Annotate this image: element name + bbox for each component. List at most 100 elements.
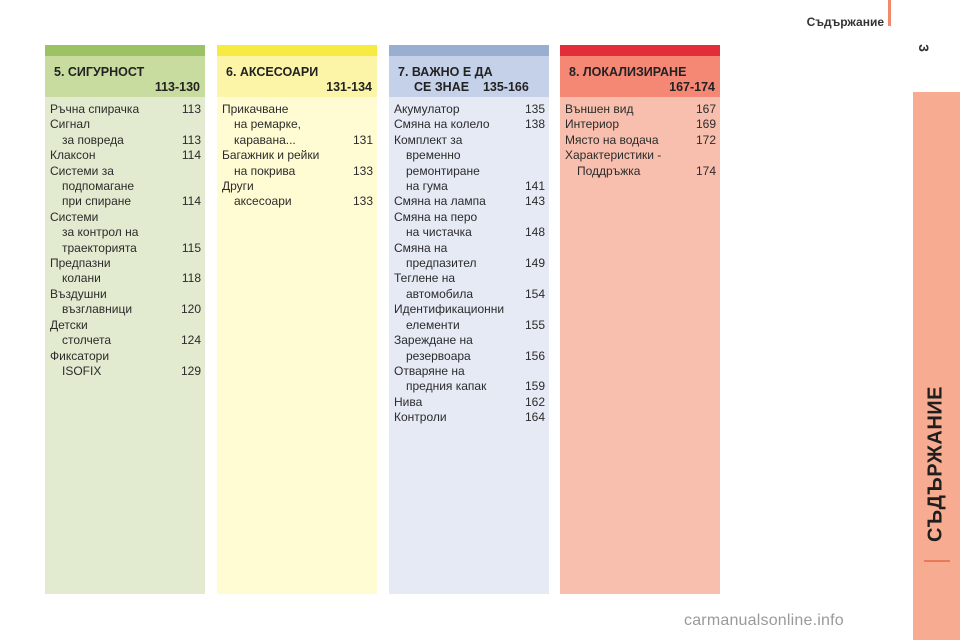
toc-entry[interactable]: при спиране 114 [50, 194, 201, 209]
section-column-accessories: 6. АКСЕСОАРИ 131-134 Прикачване на ремарк… [217, 45, 377, 594]
toc-entry[interactable]: ISOFIX 129 [50, 364, 201, 379]
toc-entry-text: Теглене на [394, 271, 456, 286]
column-title: 5. СИГУРНОСТ [54, 65, 145, 79]
toc-entry[interactable]: временно [394, 148, 545, 163]
toc-entry[interactable]: предпазител 149 [394, 256, 545, 271]
toc-entry[interactable]: Смяна на [394, 241, 545, 256]
side-tab-label: СЪДЪРЖАНИЕ [924, 386, 947, 542]
toc-entry[interactable]: Интериор 169 [565, 117, 716, 132]
toc-page-number: 156 [524, 348, 545, 363]
toc-page-number: 162 [524, 394, 545, 409]
toc-entry[interactable]: Характеристики - [565, 148, 716, 163]
toc-entry[interactable]: Други [222, 179, 373, 194]
toc-entry[interactable]: Детски [50, 318, 201, 333]
toc-entry[interactable]: за повреда 113 [50, 133, 201, 148]
toc-entry[interactable]: Идентификационни [394, 302, 545, 317]
toc-entry[interactable]: Смяна на лампа 143 [394, 194, 545, 209]
column-title: 6. АКСЕСОАРИ [226, 65, 319, 79]
column-color-strip [45, 45, 205, 56]
toc-entry-text: на чистачка [406, 225, 472, 240]
toc-entry[interactable]: Прикачване [222, 102, 373, 117]
toc-entry-text: предния капак [406, 379, 487, 394]
toc-entry[interactable]: Нива 162 [394, 395, 545, 410]
toc-entry-text: Зареждане на [394, 333, 473, 348]
toc-entry[interactable]: възглавници 120 [50, 302, 201, 317]
column-color-strip [217, 45, 377, 56]
toc-page-number: 174 [695, 163, 716, 178]
toc-page-number: 135 [524, 102, 545, 116]
toc-entry[interactable]: на покрива 133 [222, 164, 373, 179]
toc-entry[interactable]: подпомагане [50, 179, 201, 194]
toc-entry[interactable]: ремонтиране [394, 164, 545, 179]
toc-entry[interactable]: резервоара 156 [394, 349, 545, 364]
toc-entry-text: Смяна на [394, 240, 448, 255]
toc-entry-text: резервоара [406, 348, 471, 363]
toc-entry[interactable]: Комплект за [394, 133, 545, 148]
toc-entry[interactable]: колани 118 [50, 271, 201, 286]
toc-entry[interactable]: Клаксон 114 [50, 148, 201, 163]
toc-entry-text: колани [62, 271, 101, 286]
toc-entry[interactable]: Въздушни [50, 287, 201, 302]
column-header[interactable]: 6. АКСЕСОАРИ 131-134 [217, 56, 377, 97]
toc-entry[interactable]: Сигнал [50, 117, 201, 132]
toc-page-number: 118 [181, 271, 201, 286]
toc-entry-text: Системи [50, 209, 99, 224]
toc-entry[interactable]: Теглене на [394, 271, 545, 286]
toc-entry[interactable]: на ремарке, [222, 117, 373, 132]
toc-entry[interactable]: Смяна на колело 138 [394, 117, 545, 132]
toc-entry-text: елементи [406, 317, 460, 332]
toc-entry[interactable]: Поддръжка 174 [565, 164, 716, 179]
toc-entry[interactable]: за контрол на [50, 225, 201, 240]
column-header[interactable]: 5. СИГУРНОСТ 113-130 [45, 56, 205, 97]
toc-entry-text: каравана... [234, 132, 296, 147]
toc-entry[interactable]: Място на водача 172 [565, 133, 716, 148]
toc-entry-text: Детски [50, 317, 88, 332]
toc-entry[interactable]: столчета 124 [50, 333, 201, 348]
toc-page-number: 113 [181, 132, 201, 147]
toc-entry[interactable]: автомобила 154 [394, 287, 545, 302]
toc-entry[interactable]: траекторията 115 [50, 241, 201, 256]
column-page-range: СЕ ЗНАЕ 135-166 [414, 80, 529, 94]
toc-entry-text: Клаксон [50, 148, 96, 163]
toc-entry-text: Въздушни [50, 286, 107, 301]
toc-entry[interactable]: Външен вид 167 [565, 102, 716, 117]
toc-entry-text: Място на водача [565, 132, 659, 147]
toc-entry[interactable]: Ръчна спирачка 113 [50, 102, 201, 117]
side-tab[interactable] [913, 92, 960, 640]
toc-entry[interactable]: Зареждане на [394, 333, 545, 348]
column-color-strip [389, 45, 549, 56]
toc-entry[interactable]: предния капак 159 [394, 379, 545, 394]
toc-entry[interactable]: Системи за [50, 164, 201, 179]
toc-entry[interactable]: аксесоари 133 [222, 194, 373, 209]
column-page-range: 131-134 [326, 80, 372, 94]
toc-entry[interactable]: Фиксатори [50, 349, 201, 364]
toc-entry-text: Акумулатор [394, 102, 460, 116]
toc-entry[interactable]: елементи 155 [394, 318, 545, 333]
toc-page-number: 138 [524, 117, 545, 132]
toc-entry[interactable]: каравана... 131 [222, 133, 373, 148]
toc-entry[interactable]: Отваряне на [394, 364, 545, 379]
toc-entry[interactable]: Акумулатор 135 [394, 102, 545, 117]
toc-entry-text: Други [222, 179, 254, 194]
toc-page-number: 159 [524, 379, 545, 394]
toc-entry[interactable]: Системи [50, 210, 201, 225]
toc-entry-text: Сигнал [50, 117, 91, 132]
side-tab-divider [924, 560, 950, 562]
toc-entry[interactable]: Багажник и рейки [222, 148, 373, 163]
section-column-location: 8. ЛОКАЛИЗИРАНЕ 167-174 Външен вид 167 Инт… [560, 45, 720, 594]
toc-entry-text: ISOFIX [62, 363, 102, 378]
toc-entry[interactable]: на гума 141 [394, 179, 545, 194]
toc-list: Ръчна спирачка 113 Сигнал за повреда 113 Клак… [45, 97, 205, 379]
toc-entry[interactable]: Предпазни [50, 256, 201, 271]
toc-entry-text: Смяна на перо [394, 209, 478, 224]
toc-entry[interactable]: Смяна на перо [394, 210, 545, 225]
toc-entry-text: временно [406, 148, 461, 163]
toc-entry[interactable]: Контроли 164 [394, 410, 545, 425]
toc-entry-text: на покрива [234, 163, 296, 178]
toc-entry[interactable]: на чистачка 148 [394, 225, 545, 240]
toc-entry-text: Нива [394, 394, 423, 409]
column-header[interactable]: 8. ЛОКАЛИЗИРАНЕ 167-174 [560, 56, 720, 97]
toc-page-number: 148 [524, 225, 545, 240]
header-divider [888, 0, 891, 26]
column-header[interactable]: 7. ВАЖНО Е ДА СЕ ЗНАЕ 135-166 [389, 56, 549, 97]
